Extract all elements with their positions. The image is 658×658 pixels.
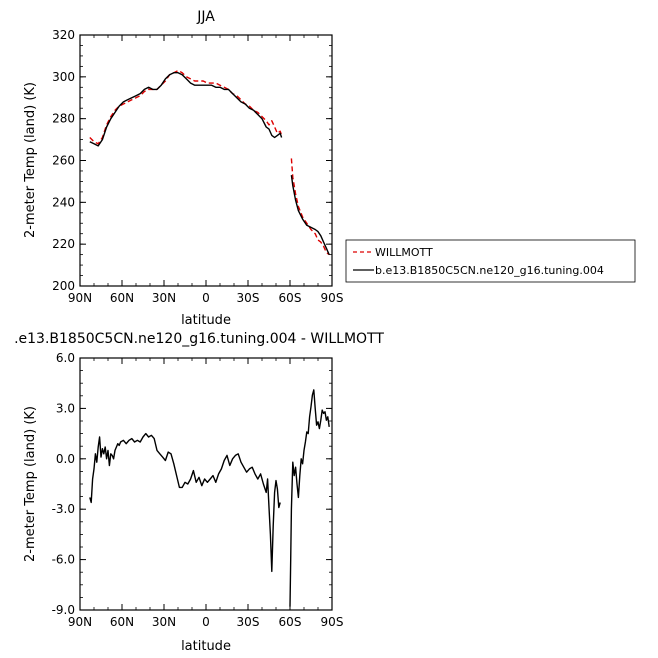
bottom-x-tick-label: 30S [237,615,260,629]
top-chart-title: JJA [196,9,215,25]
bottom-panel: .e13.B1850C5CN.ne120_g16.tuning.004 - WI… [14,331,384,654]
bottom-series-0-segment-1 [289,389,330,607]
bottom-x-tick-label: 60S [279,615,302,629]
bottom-axis-ticks: 90N 60N 30N 0 30S 60S 90S -9.0 -6.0 -3.0 0.0 3.0 6.0 [52,351,344,629]
top-x-tick-label: 90N [68,291,92,305]
bottom-x-tick-label: 0 [202,615,210,629]
bottom-x-axis-label: latitude [181,639,231,654]
top-axis-ticks: 90N 60N 30N 0 30S 60S 90S 200 220 240 260 280 300 320 [52,28,343,305]
bottom-y-tick-label: -9.0 [52,603,75,617]
bottom-y-tick-label: -3.0 [52,502,75,516]
bottom-y-tick-label: 3.0 [56,401,75,415]
top-x-axis-label: latitude [181,313,231,328]
top-series-1-segment-0 [89,71,283,147]
bottom-x-tick-label: 30N [152,615,176,629]
top-x-tick-label: 90S [321,291,344,305]
bottom-y-axis-label: 2-meter Temp (land) (K) [23,406,38,562]
bottom-x-tick-label: 90S [321,615,344,629]
bottom-x-tick-label: 90N [68,615,92,629]
bottom-plot-frame [79,357,333,611]
top-y-tick-label: 220 [52,237,75,251]
top-panel: JJA 2-meter Temp (land) (K) latitude 90N… [23,9,343,328]
top-y-tick-label: 260 [52,154,75,168]
bottom-y-tick-label: -6.0 [52,553,75,567]
top-y-tick-label: 320 [52,28,75,42]
top-y-tick-label: 280 [52,112,75,126]
top-series-0-segment-1 [290,158,330,256]
top-series-1-segment-1 [290,175,330,255]
top-y-tick-label: 200 [52,279,75,293]
legend-box [345,239,636,283]
legend: WILLMOTT b.e13.B1850C5CN.ne120_g16.tunin… [345,239,636,283]
top-x-tick-label: 60S [279,291,302,305]
top-y-axis-label: 2-meter Temp (land) (K) [23,82,38,238]
bottom-series-lines [89,389,330,607]
top-x-tick-label: 30S [237,291,260,305]
legend-entry-willmott: WILLMOTT [375,246,433,259]
top-series-0-segment-0 [89,69,283,145]
top-y-tick-label: 300 [52,70,75,84]
bottom-y-tick-label: 6.0 [56,351,75,365]
bottom-series-0-segment-0 [89,432,281,573]
top-series-lines [89,69,330,256]
top-y-tick-label: 240 [52,195,75,209]
top-x-tick-label: 60N [110,291,134,305]
bottom-chart-title: .e13.B1850C5CN.ne120_g16.tuning.004 - WI… [14,331,384,347]
top-plot-frame [79,34,333,287]
bottom-y-tick-label: 0.0 [56,452,75,466]
bottom-x-tick-label: 60N [110,615,134,629]
top-x-tick-label: 30N [152,291,176,305]
legend-entry-model: b.e13.B1850C5CN.ne120_g16.tuning.004 [375,264,604,277]
top-x-tick-label: 0 [202,291,210,305]
